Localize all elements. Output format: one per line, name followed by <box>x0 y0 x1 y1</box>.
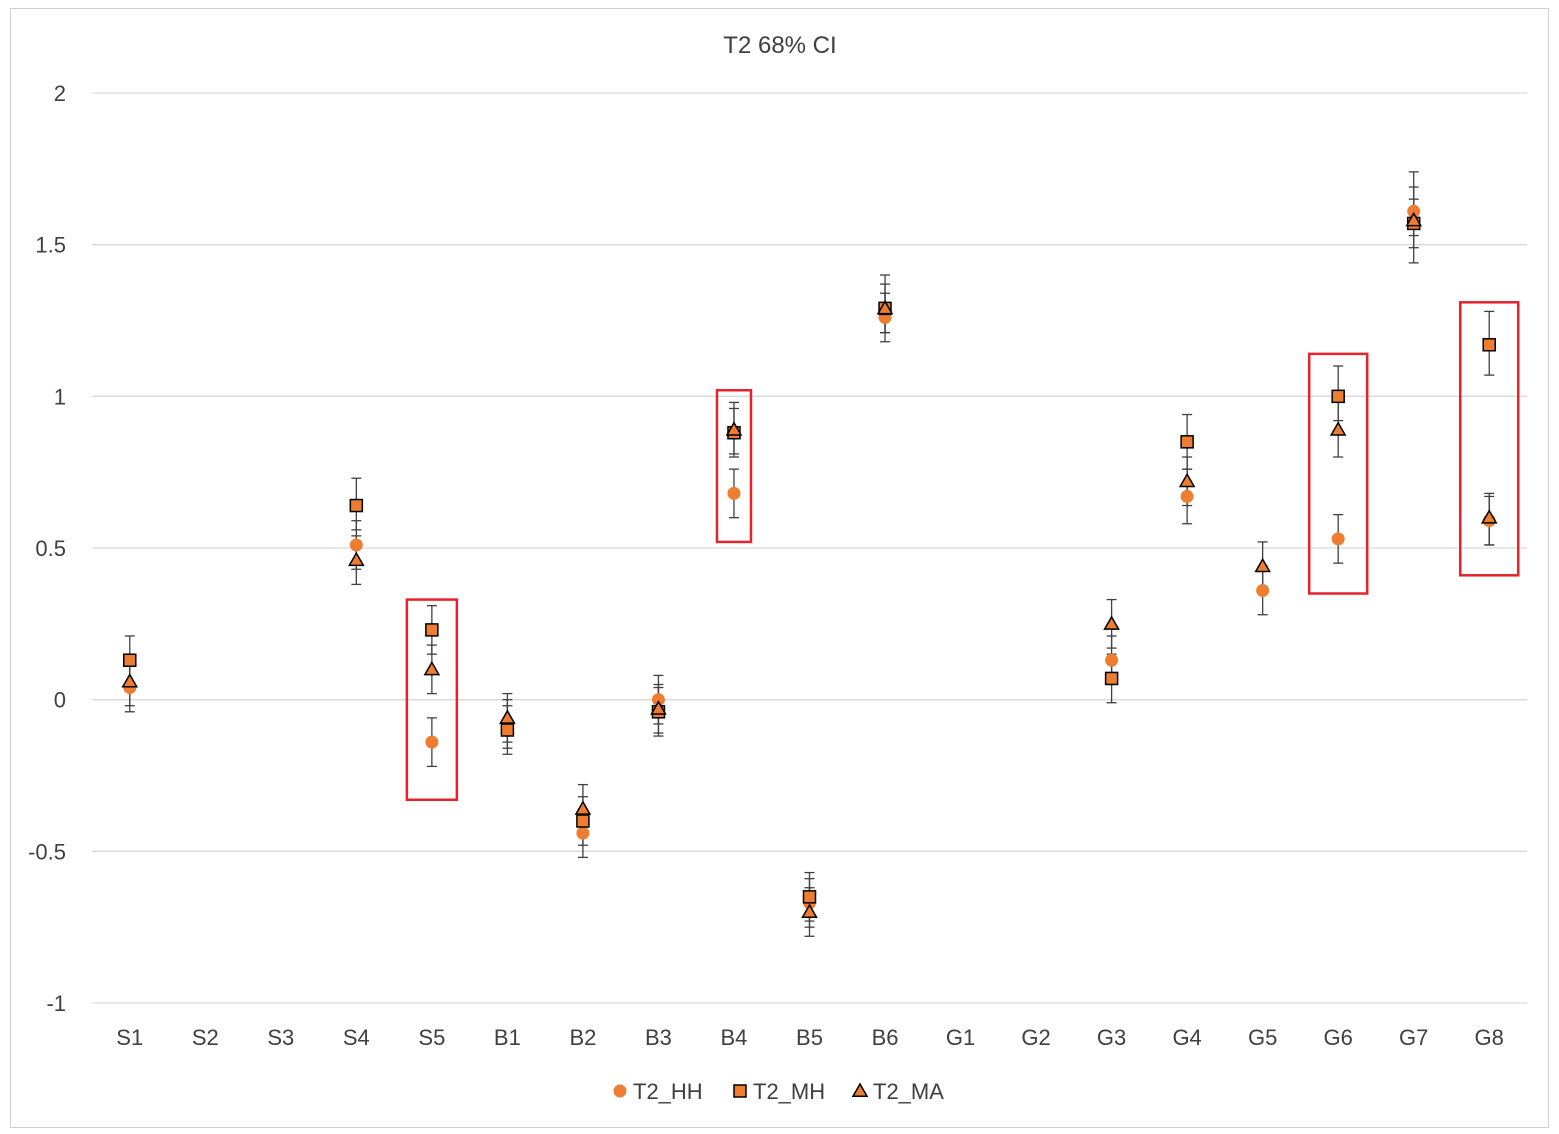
highlight-boxes <box>405 301 1520 802</box>
chart-title: T2 68% CI <box>723 32 836 59</box>
x-tick-label: G1 <box>946 1025 975 1050</box>
data-point-triangle <box>1405 211 1423 227</box>
data-point-circle <box>1180 489 1194 503</box>
y-tick-label: 0 <box>54 688 66 713</box>
data-point-square <box>500 723 515 737</box>
data-point-triangle <box>1480 509 1498 524</box>
x-tick-label: B4 <box>721 1025 748 1050</box>
data-point-square <box>349 498 364 513</box>
data-point-circle <box>727 486 741 500</box>
y-axis-labels: -1 -0.5 0 0.5 1 1.5 2 <box>28 81 66 1016</box>
x-tick-label: S3 <box>267 1025 294 1050</box>
highlight-box <box>1307 352 1369 595</box>
y-tick-label: 2 <box>54 81 66 106</box>
x-tick-label: S2 <box>192 1025 219 1050</box>
data-point-triangle <box>1103 615 1120 630</box>
plot-area <box>121 171 1498 937</box>
data-point-triangle <box>499 709 516 724</box>
series-markers-T2_MH <box>123 216 1496 904</box>
x-tick-label: B2 <box>569 1025 596 1050</box>
legend-label: T2_HH <box>633 1079 703 1104</box>
data-point-circle <box>1256 583 1270 597</box>
legend: T2_HH T2_MH T2_MA <box>613 1079 944 1104</box>
x-tick-label: B5 <box>796 1025 823 1050</box>
y-tick-label: -1 <box>46 991 66 1016</box>
gridlines <box>92 92 1527 1004</box>
x-tick-label: G4 <box>1172 1025 1201 1050</box>
x-tick-label: B6 <box>872 1025 899 1050</box>
data-point-square <box>1180 435 1194 449</box>
y-tick-label: -0.5 <box>28 839 66 864</box>
x-tick-label: G8 <box>1475 1025 1504 1050</box>
highlight-box <box>405 598 459 802</box>
data-point-square <box>1331 389 1345 404</box>
series-markers-T2_MA <box>121 211 1498 918</box>
data-point-triangle <box>725 421 743 436</box>
y-tick-label: 1.5 <box>35 233 66 258</box>
data-point-circle <box>1407 204 1421 218</box>
data-point-triangle <box>574 800 592 815</box>
data-point-circle <box>651 693 665 707</box>
series-T2_MH <box>124 198 1495 922</box>
x-tick-label: S1 <box>116 1025 143 1050</box>
data-point-circle <box>349 538 363 552</box>
data-point-square <box>123 653 137 667</box>
data-point-circle <box>425 735 439 749</box>
highlight-box <box>1458 301 1520 577</box>
x-tick-label: G6 <box>1324 1025 1353 1050</box>
x-tick-label: G5 <box>1248 1025 1277 1050</box>
data-point-triangle <box>876 299 894 315</box>
legend-marker <box>851 1082 869 1097</box>
data-point-triangle <box>650 700 667 715</box>
data-point-square <box>1104 671 1119 686</box>
legend-label: T2_MA <box>873 1079 944 1104</box>
series-markers-T2_HH <box>123 204 1496 910</box>
x-axis-labels: S1 S2 S3 S4 S5 B1 B2 B3 B4 B5 B6 G1 G2 G3 G4 G5 G6 G7 G8 <box>116 1025 1504 1050</box>
data-point-square <box>802 890 817 904</box>
legend-marker <box>613 1084 627 1098</box>
data-point-square <box>576 814 590 828</box>
legend-item: T2_HH <box>613 1079 703 1104</box>
data-point-circle <box>576 826 590 840</box>
legend-label: T2_MH <box>753 1079 825 1104</box>
data-point-triangle <box>801 903 818 918</box>
data-point-triangle <box>423 660 441 676</box>
legend-marker <box>733 1084 747 1098</box>
data-point-triangle <box>121 672 139 688</box>
data-point-triangle <box>1254 557 1271 573</box>
data-point-triangle <box>1329 421 1347 436</box>
y-tick-label: 1 <box>54 384 66 409</box>
data-point-square <box>1482 338 1496 352</box>
legend-item: T2_MH <box>733 1079 825 1104</box>
x-tick-label: B1 <box>494 1025 521 1050</box>
chart-frame <box>10 8 1549 1128</box>
series-T2_HH <box>124 186 1495 928</box>
data-point-triangle <box>1178 472 1196 488</box>
data-point-circle <box>1331 532 1345 546</box>
highlight-box <box>715 389 753 544</box>
y-tick-label: 0.5 <box>35 536 66 561</box>
x-tick-label: S5 <box>418 1025 445 1050</box>
legend-item: T2_MA <box>851 1079 944 1104</box>
data-point-circle <box>1105 653 1119 667</box>
x-tick-label: G7 <box>1399 1025 1428 1050</box>
data-point-square <box>425 623 439 637</box>
x-tick-label: G2 <box>1021 1025 1050 1050</box>
data-point-triangle <box>348 551 365 567</box>
series-T2_MA <box>124 171 1495 937</box>
x-tick-label: S4 <box>343 1025 370 1050</box>
x-tick-label: B3 <box>645 1025 672 1050</box>
x-tick-label: G3 <box>1097 1025 1126 1050</box>
